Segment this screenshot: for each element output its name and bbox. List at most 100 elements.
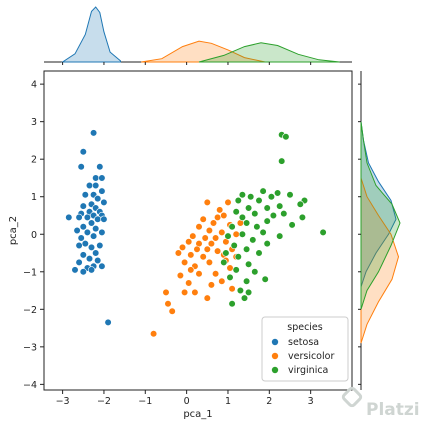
data-point bbox=[218, 277, 226, 285]
data-point bbox=[261, 275, 269, 283]
data-point bbox=[243, 219, 251, 227]
data-point bbox=[234, 196, 242, 205]
data-point bbox=[92, 181, 100, 190]
data-point bbox=[259, 228, 267, 236]
y-tick-label: 3 bbox=[31, 117, 37, 128]
x-tick-label: −2 bbox=[97, 396, 111, 407]
data-point bbox=[191, 288, 199, 297]
data-point bbox=[251, 210, 259, 218]
data-point bbox=[178, 243, 187, 251]
data-point bbox=[207, 240, 215, 248]
data-point bbox=[240, 294, 249, 302]
data-point bbox=[259, 187, 267, 195]
data-point bbox=[220, 211, 228, 220]
data-point bbox=[214, 213, 222, 221]
data-point bbox=[280, 210, 288, 218]
data-point bbox=[205, 258, 213, 267]
data-point bbox=[89, 129, 98, 137]
data-point bbox=[89, 232, 98, 240]
data-point bbox=[243, 277, 251, 285]
data-point bbox=[236, 286, 244, 295]
data-point bbox=[94, 195, 102, 203]
data-point bbox=[278, 157, 286, 165]
data-point bbox=[263, 240, 271, 248]
data-point bbox=[245, 260, 253, 268]
x-axis-label: pca_1 bbox=[183, 409, 212, 420]
data-point bbox=[222, 249, 230, 257]
data-point bbox=[96, 241, 104, 250]
data-point bbox=[216, 206, 224, 214]
data-point bbox=[228, 300, 236, 308]
data-point bbox=[228, 285, 236, 293]
y-tick-label: 2 bbox=[31, 155, 37, 166]
data-point bbox=[228, 223, 236, 231]
data-point bbox=[212, 234, 220, 242]
data-point bbox=[267, 193, 276, 201]
y-tick-label: −4 bbox=[23, 380, 37, 391]
data-point bbox=[73, 226, 81, 235]
y-tick-label: −1 bbox=[23, 267, 37, 278]
legend-marker-setosa bbox=[271, 338, 279, 346]
legend-label-versicolor: versicolor bbox=[288, 351, 334, 362]
x-tick-label: −3 bbox=[56, 396, 70, 407]
data-point bbox=[81, 240, 89, 248]
data-point bbox=[71, 266, 79, 274]
y-tick-label: 4 bbox=[31, 80, 37, 91]
data-point bbox=[245, 288, 253, 297]
data-point bbox=[92, 249, 100, 257]
y-tick-label: −2 bbox=[23, 305, 37, 316]
data-point bbox=[263, 204, 271, 212]
watermark-text: Platzi bbox=[366, 400, 420, 420]
data-point bbox=[75, 213, 83, 221]
data-point bbox=[83, 213, 91, 221]
data-point bbox=[100, 198, 108, 206]
legend: species setosa versicolor virginica bbox=[261, 316, 349, 382]
data-point bbox=[94, 215, 102, 223]
data-point bbox=[164, 300, 172, 308]
x-tick-label: −1 bbox=[138, 396, 152, 407]
series-setosa bbox=[65, 129, 112, 327]
scatter-plot-area: −3 −2 −1 0 1 2 3 −4 −3 −2 −1 0 1 2 3 4 pca_1 pca_2 bbox=[8, 70, 353, 420]
data-point bbox=[255, 249, 263, 257]
legend-marker-virginica bbox=[271, 366, 279, 374]
data-point bbox=[214, 247, 222, 255]
data-point bbox=[162, 288, 170, 297]
legend-marker-versicolor bbox=[271, 352, 279, 360]
x-tick-label: 0 bbox=[184, 396, 190, 407]
x-tick-label: 1 bbox=[225, 396, 231, 407]
data-point bbox=[79, 202, 87, 210]
data-point bbox=[207, 281, 215, 289]
data-point bbox=[189, 232, 197, 240]
data-point bbox=[276, 232, 284, 240]
data-point bbox=[150, 330, 158, 338]
data-point bbox=[77, 234, 85, 242]
data-point bbox=[232, 230, 240, 238]
watermark: Platzi bbox=[341, 386, 420, 420]
kde-top-setosa bbox=[60, 6, 122, 63]
y-axis-label: pca_2 bbox=[8, 216, 19, 245]
data-point bbox=[81, 191, 89, 199]
data-point bbox=[94, 256, 102, 265]
top-marginal-kde bbox=[44, 6, 352, 65]
data-point bbox=[176, 271, 184, 280]
data-point bbox=[224, 232, 232, 240]
data-point bbox=[75, 258, 83, 267]
data-point bbox=[203, 245, 211, 253]
legend-label-virginica: virginica bbox=[288, 365, 328, 376]
data-point bbox=[209, 219, 218, 227]
data-point bbox=[168, 307, 176, 315]
data-point bbox=[224, 198, 232, 206]
series-virginica bbox=[220, 131, 327, 308]
data-point bbox=[253, 223, 261, 231]
data-point bbox=[234, 253, 242, 261]
data-point bbox=[98, 187, 106, 195]
data-point bbox=[79, 251, 87, 259]
data-point bbox=[251, 268, 259, 276]
data-point bbox=[98, 228, 106, 236]
data-point bbox=[238, 213, 246, 221]
data-point bbox=[238, 191, 246, 199]
data-point bbox=[85, 181, 94, 190]
legend-label-setosa: setosa bbox=[288, 337, 319, 348]
legend-title: species bbox=[287, 322, 323, 333]
